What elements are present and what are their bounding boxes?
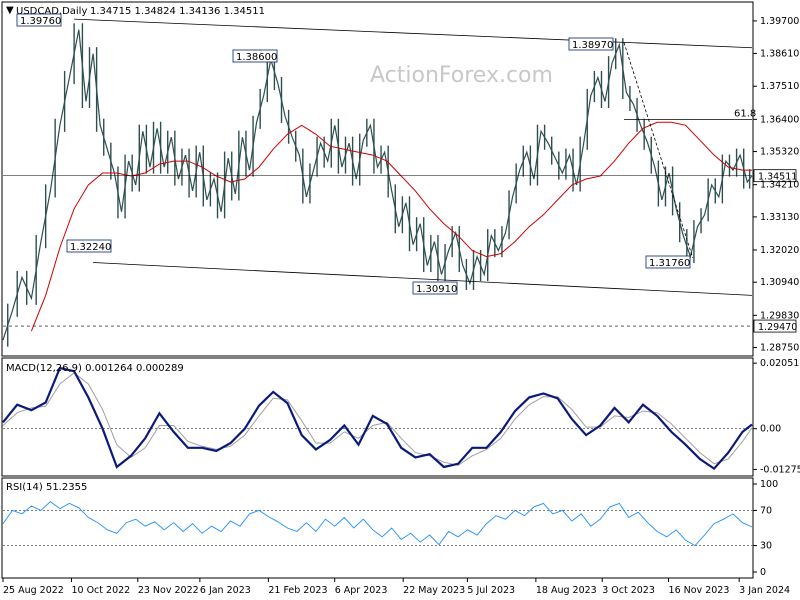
x-tick-label: 18 Aug 2023	[536, 585, 597, 596]
x-tick-label: 3 Jan 2024	[739, 585, 790, 596]
price-tick-label: 1.28750	[760, 343, 799, 354]
x-tick-label: 10 Oct 2022	[71, 585, 130, 596]
macd-line	[2, 366, 753, 471]
macd-tick-label: 0.020518	[760, 358, 800, 369]
price-callout-label: 1.38600	[236, 52, 277, 63]
price-callout-label: 1.32240	[70, 242, 111, 253]
rsi-panel	[1, 477, 754, 579]
price-tick-label: 1.37510	[760, 81, 799, 92]
macd-tick-label: -0.012755	[760, 464, 800, 475]
price-tick-label: 1.29830	[760, 310, 799, 321]
x-tick-label: 25 Aug 2022	[3, 585, 64, 596]
channel-lower-line	[93, 262, 753, 296]
rsi-layer	[2, 501, 753, 547]
price-callout-label: 1.38970	[572, 40, 613, 51]
price-tick-label: 1.38610	[760, 48, 799, 59]
rsi-line	[2, 501, 753, 547]
ohlc-label: 1.34715 1.34824 1.34136 1.34511	[90, 6, 265, 17]
rsi-tick-label: 30	[760, 541, 772, 552]
macd-title: MACD(12,26,9) 0.001264 0.000289	[6, 363, 184, 374]
current-price-box	[753, 169, 797, 183]
x-tick-label: 6 Jan 2023	[200, 585, 251, 596]
price-tick-label: 1.30940	[760, 277, 799, 288]
price-tick-label: 1.36400	[760, 114, 799, 125]
price-callout-label: 1.39760	[20, 16, 61, 27]
price-tick-label: 1.32020	[760, 245, 799, 256]
price-tick-label: 1.33130	[760, 212, 799, 223]
current-price-label: 1.34511	[758, 172, 797, 183]
macd-tick-label: 0.00	[760, 424, 781, 435]
symbol-label: USDCAD,Daily	[16, 6, 87, 17]
support-price-label: 1.29470	[758, 322, 797, 333]
x-tick-label: 16 Nov 2023	[669, 585, 730, 596]
price-tick-label: 1.39700	[760, 16, 799, 27]
watermark: ActionForex.com	[370, 63, 553, 88]
price-callout-box	[412, 281, 458, 295]
macd-signal-line	[2, 372, 753, 466]
price-callout-label: 1.31760	[649, 258, 690, 269]
price-panel	[1, 1, 754, 357]
x-tick-label: 5 Jul 2023	[467, 585, 515, 596]
dropdown-triangle-icon[interactable]: ▼	[6, 5, 14, 16]
moving-average-line	[30, 121, 752, 332]
axis-layer: 1.39700 1.38610 1.37510 1.36400 1.35320 1.342…	[2, 16, 800, 596]
rsi-tick-label: 70	[760, 505, 772, 516]
price-tick-label: 1.34210	[760, 180, 799, 191]
x-tick-label: 6 Apr 2023	[335, 585, 388, 596]
rsi-title: RSI(14) 51.2355	[6, 482, 87, 493]
price-series-layer: 61.8 1.29470 1.34511 1.39760 1.38600 1.38970 1…	[2, 13, 797, 347]
price-callout-box	[568, 37, 614, 51]
retracement-dashed-line	[623, 42, 694, 258]
rsi-tick-label: 0	[760, 567, 766, 578]
x-tick-label: 21 Feb 2023	[268, 585, 327, 596]
price-line	[2, 29, 753, 341]
price-callout-label: 1.30910	[416, 284, 457, 295]
support-price-box	[753, 319, 797, 333]
price-callout-box	[66, 239, 112, 253]
price-callout-box	[232, 49, 278, 63]
price-callout-box	[16, 13, 62, 27]
macd-layer	[2, 366, 753, 471]
price-tick-label: 1.35320	[760, 147, 799, 158]
fib-level-label: 61.8	[734, 108, 756, 119]
x-tick-label: 22 May 2023	[403, 585, 465, 596]
price-callout-box	[645, 255, 691, 269]
x-tick-label: 3 Oct 2023	[602, 585, 655, 596]
channel-upper-line	[74, 18, 753, 49]
x-tick-label: 23 Nov 2022	[138, 585, 199, 596]
rsi-tick-label: 100	[760, 479, 778, 490]
